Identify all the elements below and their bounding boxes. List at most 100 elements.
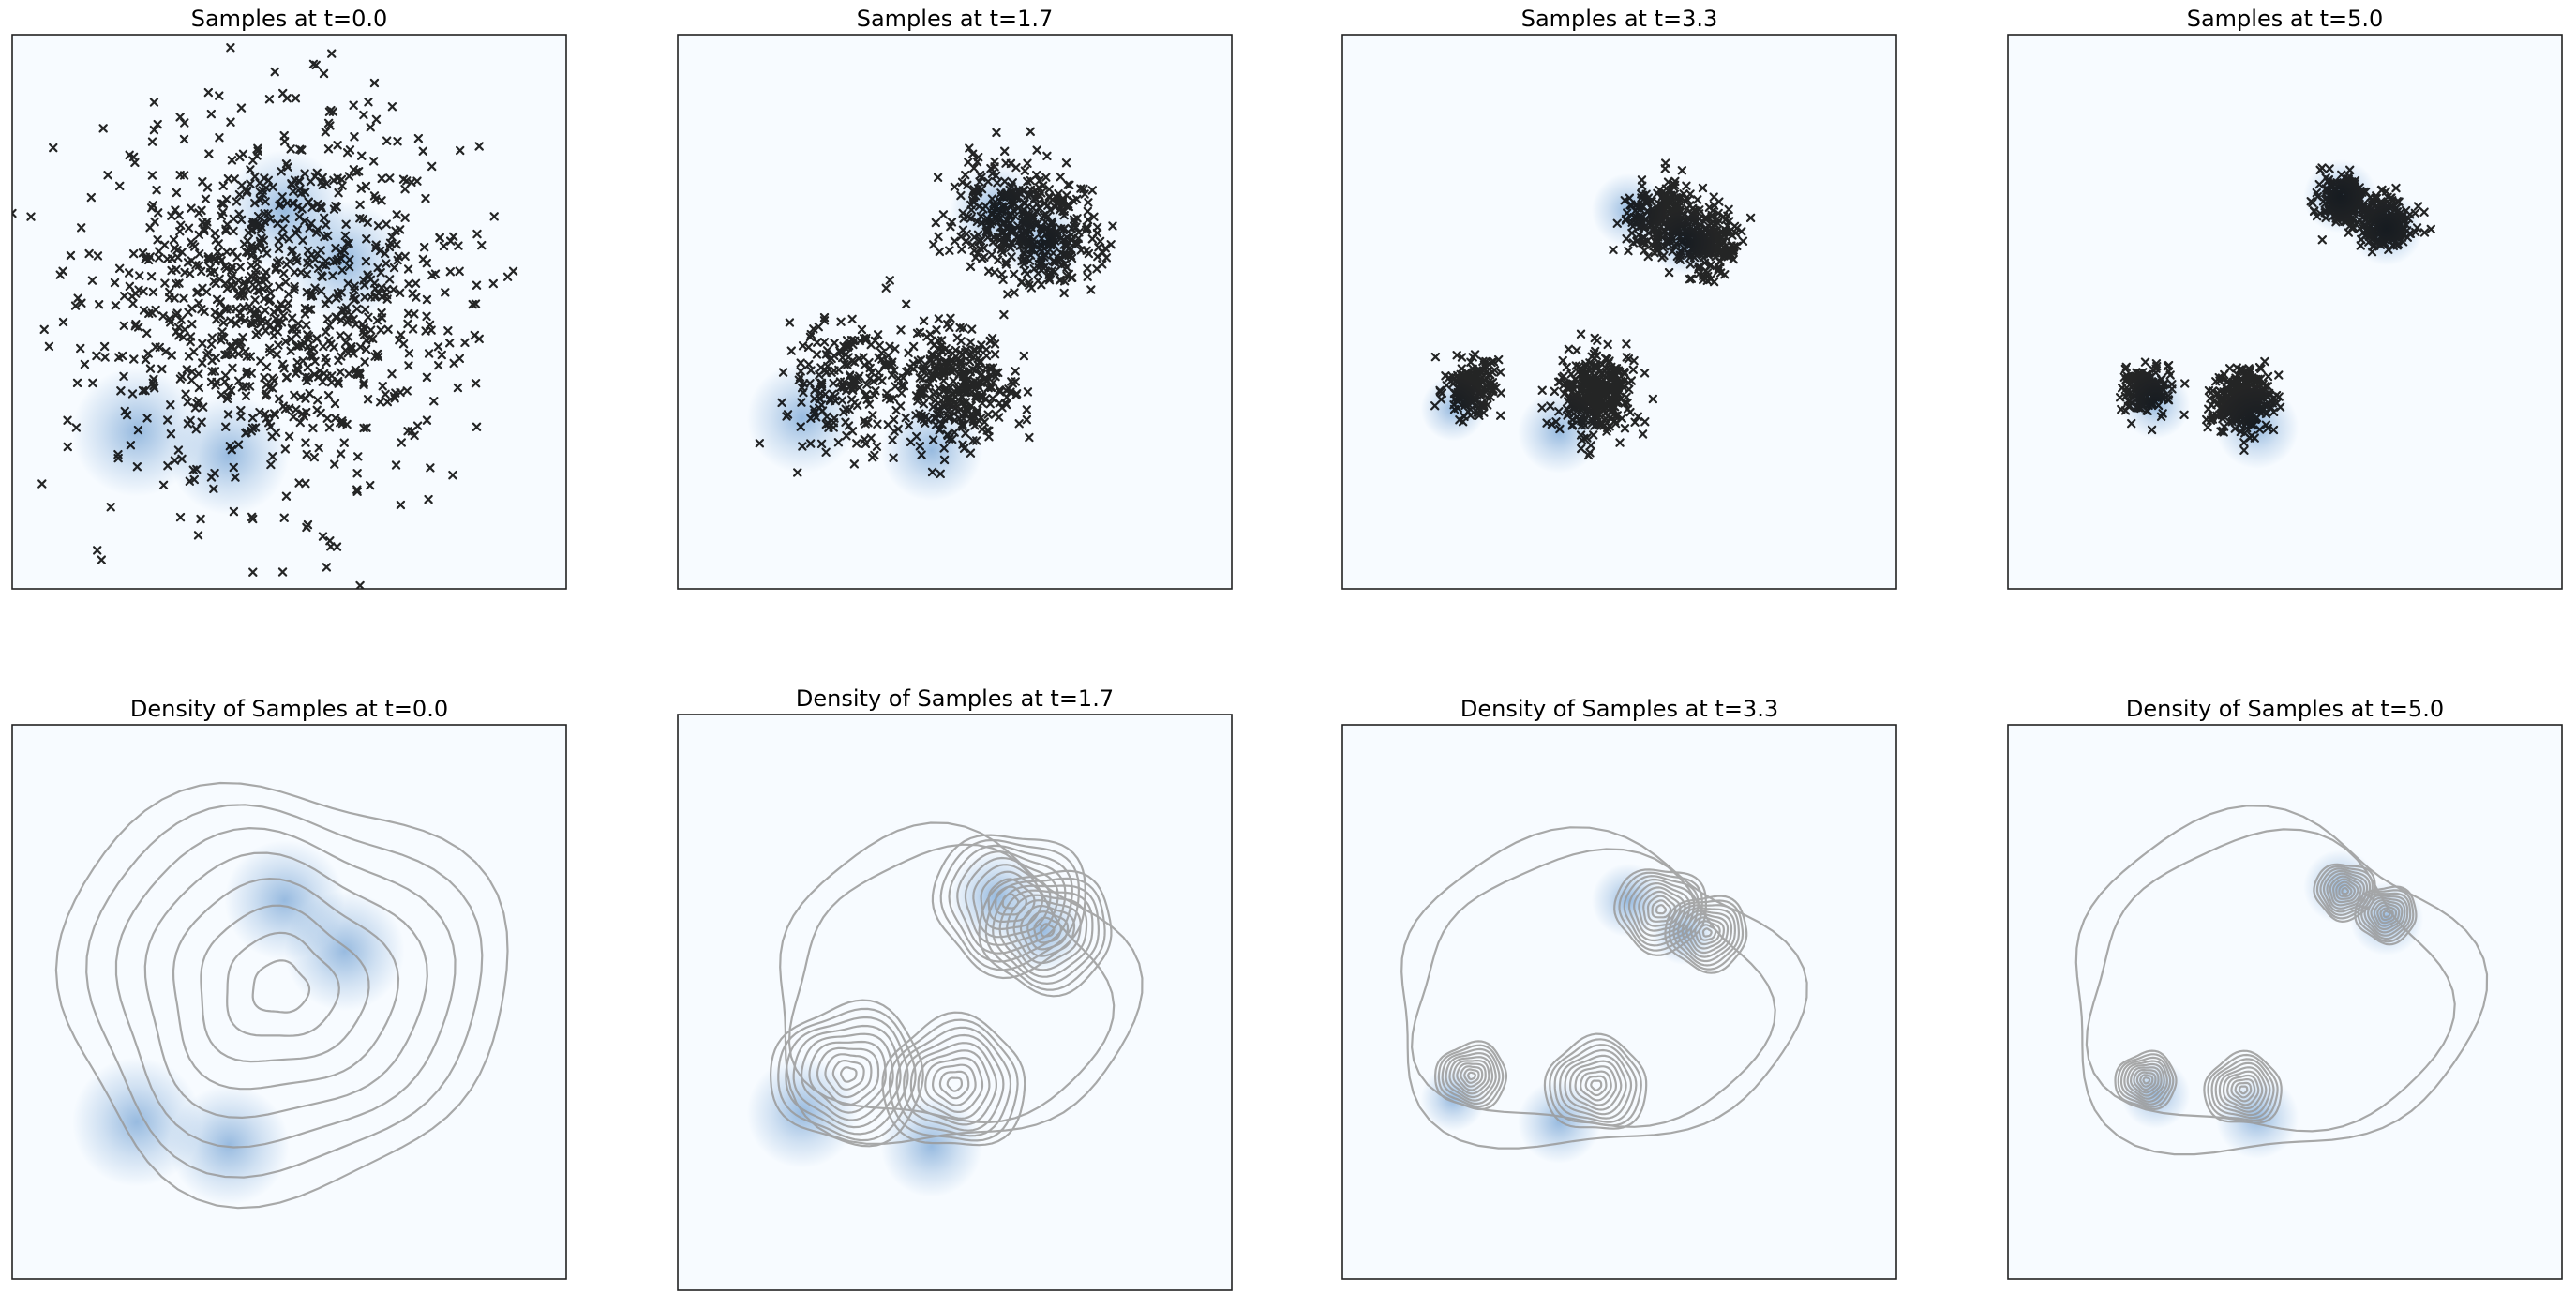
sample-point xyxy=(916,414,926,423)
sample-point xyxy=(950,182,960,191)
sample-point xyxy=(203,87,214,98)
sample-point xyxy=(161,347,171,356)
sample-point xyxy=(371,292,381,301)
sample-point xyxy=(372,316,382,325)
sample-point xyxy=(1455,415,1464,425)
sample-point xyxy=(86,192,97,203)
sample-point xyxy=(87,276,97,285)
sample-point xyxy=(324,423,335,432)
sample-point xyxy=(1008,178,1017,188)
sample-point xyxy=(92,351,101,361)
sample-point xyxy=(2384,245,2393,255)
sample-point xyxy=(816,363,826,372)
sample-point xyxy=(63,415,72,425)
contour-line xyxy=(1701,927,1713,938)
contour-line xyxy=(2139,1074,2154,1088)
contour-line xyxy=(895,1026,1012,1137)
sample-point xyxy=(1082,222,1091,233)
sample-point xyxy=(177,454,187,464)
sample-point xyxy=(942,357,951,367)
sample-point xyxy=(825,355,834,365)
sample-point xyxy=(2359,207,2370,217)
sample-point xyxy=(908,364,919,373)
sample-point xyxy=(234,189,245,200)
sample-point xyxy=(1675,216,1685,226)
sample-point xyxy=(347,342,356,352)
sample-point xyxy=(274,305,283,315)
sample-point xyxy=(997,207,1007,217)
sample-point xyxy=(1023,176,1032,187)
sample-point xyxy=(305,223,314,233)
sample-point xyxy=(337,174,347,185)
sample-point xyxy=(321,327,331,337)
sample-point xyxy=(448,232,458,242)
sample-point xyxy=(1009,269,1019,279)
sample-point xyxy=(360,293,369,302)
sample-point xyxy=(828,389,837,399)
sample-point xyxy=(259,245,269,255)
sample-point xyxy=(857,324,867,335)
sample-point xyxy=(220,370,231,381)
sample-point xyxy=(2127,418,2136,429)
sample-point xyxy=(2274,370,2284,380)
sample-point xyxy=(71,423,82,432)
sample-point xyxy=(981,345,991,354)
sample-point xyxy=(987,169,997,178)
sample-point xyxy=(966,448,976,458)
sample-point xyxy=(1622,339,1631,349)
sample-point xyxy=(268,182,277,192)
sample-point xyxy=(215,133,224,143)
sample-point xyxy=(239,239,249,249)
sample-point xyxy=(935,247,945,257)
sample-point xyxy=(1056,172,1065,182)
sample-point xyxy=(1551,417,1561,427)
sample-point xyxy=(961,409,970,419)
sample-point xyxy=(783,410,793,419)
sample-point xyxy=(966,338,976,347)
sample-point xyxy=(210,266,219,277)
sample-point xyxy=(252,243,262,253)
sample-point xyxy=(822,412,831,422)
sample-point xyxy=(371,114,382,125)
contour-line xyxy=(1655,904,1668,915)
contour-line xyxy=(1574,1065,1617,1106)
sample-point xyxy=(1449,404,1460,414)
sample-point xyxy=(2314,179,2324,189)
sample-point xyxy=(2261,409,2271,419)
sample-point xyxy=(246,179,255,188)
contour-line xyxy=(2126,1062,2165,1100)
sample-point xyxy=(798,442,807,451)
sample-point xyxy=(106,503,115,512)
sample-point xyxy=(314,443,323,453)
sample-point xyxy=(171,205,180,215)
sample-point xyxy=(337,265,347,275)
sample-point xyxy=(169,235,179,245)
sample-point xyxy=(70,301,81,310)
sample-point xyxy=(2251,405,2261,415)
sample-point xyxy=(810,385,819,395)
sample-point xyxy=(434,360,443,370)
sample-point xyxy=(2325,164,2334,173)
sample-point xyxy=(1629,213,1639,222)
sample-point xyxy=(1430,352,1441,362)
sample-point xyxy=(403,319,412,329)
sample-point xyxy=(1033,276,1043,286)
sample-point xyxy=(187,319,197,329)
sample-point xyxy=(906,437,916,447)
sample-point xyxy=(833,438,844,447)
sample-point xyxy=(1640,416,1650,427)
sample-point xyxy=(264,322,274,331)
sample-point xyxy=(2364,237,2374,247)
sample-point xyxy=(890,427,899,436)
sample-point xyxy=(147,137,157,146)
sample-point xyxy=(1633,235,1642,246)
sample-point xyxy=(2214,372,2224,383)
sample-point xyxy=(361,256,371,266)
sample-point xyxy=(816,439,827,449)
sample-point xyxy=(1011,211,1020,221)
sample-point xyxy=(1082,246,1091,255)
sample-point xyxy=(1047,217,1056,227)
sample-point xyxy=(1555,424,1565,434)
sample-point xyxy=(72,378,82,388)
contour-line-outer xyxy=(1410,848,1776,1128)
